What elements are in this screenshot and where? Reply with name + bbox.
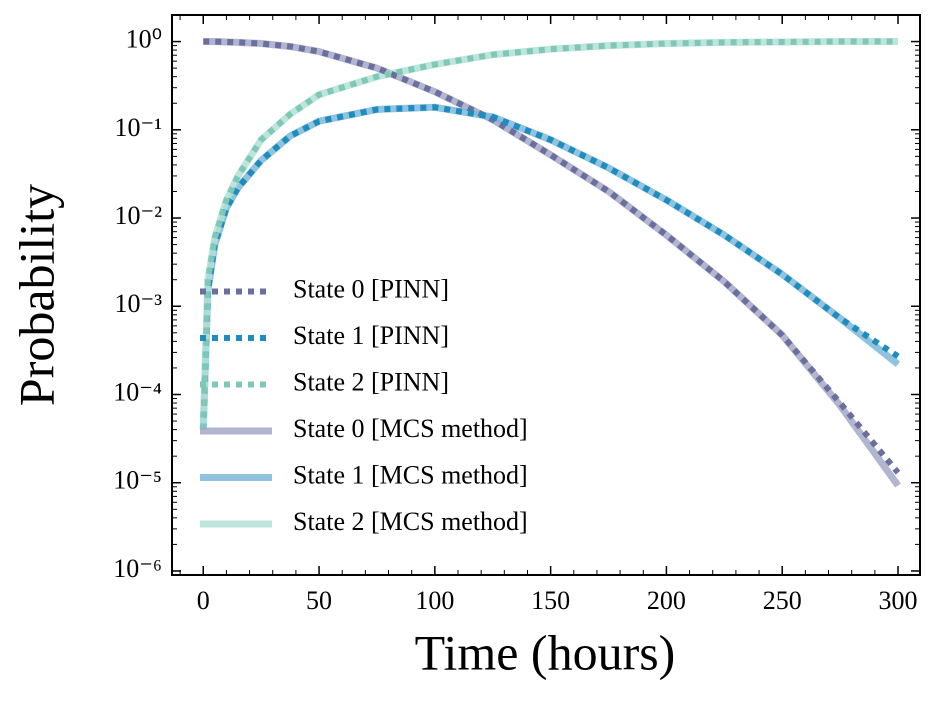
series-line — [200, 38, 898, 430]
x-tick-label: 100 — [415, 586, 454, 615]
legend-label: State 2 [MCS method] — [293, 507, 528, 536]
x-tick-label: 50 — [306, 586, 332, 615]
y-tick-label: 10⁻³ — [114, 289, 162, 318]
y-tick-label: 10⁻⁵ — [113, 466, 162, 495]
y-tick-label: 10⁻⁴ — [113, 377, 162, 406]
x-axis-label: Time (hours) — [415, 624, 676, 680]
y-tick-label: 10⁻² — [114, 201, 162, 230]
x-tick-label: 150 — [531, 586, 570, 615]
y-axis-label: Probability — [8, 184, 64, 406]
y-tick-label: 10⁰ — [126, 25, 162, 54]
legend-label: State 1 [PINN] — [293, 321, 449, 350]
x-tick-label: 250 — [763, 586, 802, 615]
series-line — [203, 38, 901, 475]
y-tick-label: 10⁻¹ — [114, 113, 162, 142]
legend-label: State 2 [PINN] — [293, 367, 449, 396]
x-tick-label: 0 — [197, 586, 210, 615]
legend-label: State 0 [MCS method] — [293, 414, 528, 443]
y-tick-label: 10⁻⁶ — [113, 554, 162, 583]
plot-frame — [171, 14, 921, 576]
legend-label: State 1 [MCS method] — [293, 460, 528, 489]
x-tick-label: 200 — [647, 586, 686, 615]
x-tick-label: 300 — [879, 586, 918, 615]
legend-label: State 0 [PINN] — [293, 274, 449, 303]
